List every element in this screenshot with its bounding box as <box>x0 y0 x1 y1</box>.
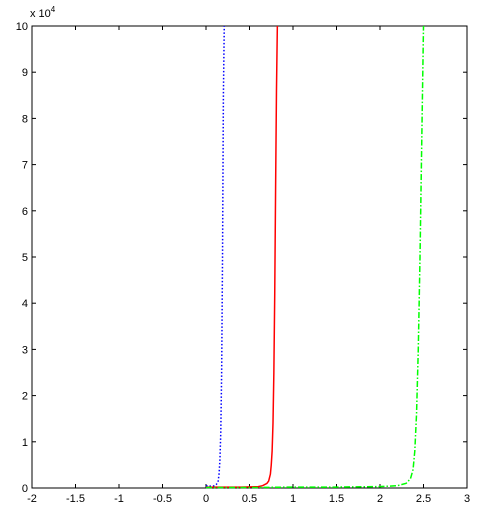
x-tick-label: 1.5 <box>329 493 344 505</box>
x-tick-label: -1 <box>114 493 124 505</box>
plot-area: -2 -1.5 -1 -0.5 0 0.5 1 1.5 2 2.5 3 0 1 2 3 4 5 6 7 8 9 10 <box>16 21 470 505</box>
x-tick-label: 2.5 <box>416 493 431 505</box>
y-multiplier-exponent: 4 <box>51 5 56 14</box>
y-tick-label: 6 <box>22 206 28 218</box>
x-tick-label: 1 <box>290 493 296 505</box>
x-tick-label: 3 <box>464 493 470 505</box>
y-tick-label: 3 <box>22 344 28 356</box>
y-tick-label: 9 <box>22 67 28 79</box>
y-tick-label: 10 <box>16 21 28 33</box>
y-tick-label: 1 <box>22 437 28 449</box>
series-line-2 <box>206 25 279 488</box>
y-tick-label: 8 <box>22 113 28 125</box>
y-tick-label: 2 <box>22 391 28 403</box>
x-tick-label: 2 <box>377 493 383 505</box>
y-tick-label: 4 <box>22 298 28 310</box>
plot-frame <box>31 25 468 489</box>
series-line-1 <box>206 25 226 487</box>
x-tick-label: -0.5 <box>153 493 172 505</box>
x-tick-label: 0 <box>203 493 209 505</box>
y-tick-label: 5 <box>22 252 28 264</box>
x-tick-label: -1.5 <box>66 493 85 505</box>
y-tick-label: 0 <box>22 483 28 495</box>
x-tick-label: 0.5 <box>242 493 257 505</box>
y-multiplier-label: x 104 <box>30 5 56 20</box>
y-tick-label: 7 <box>22 160 28 172</box>
x-tick-label: -2 <box>27 493 37 505</box>
